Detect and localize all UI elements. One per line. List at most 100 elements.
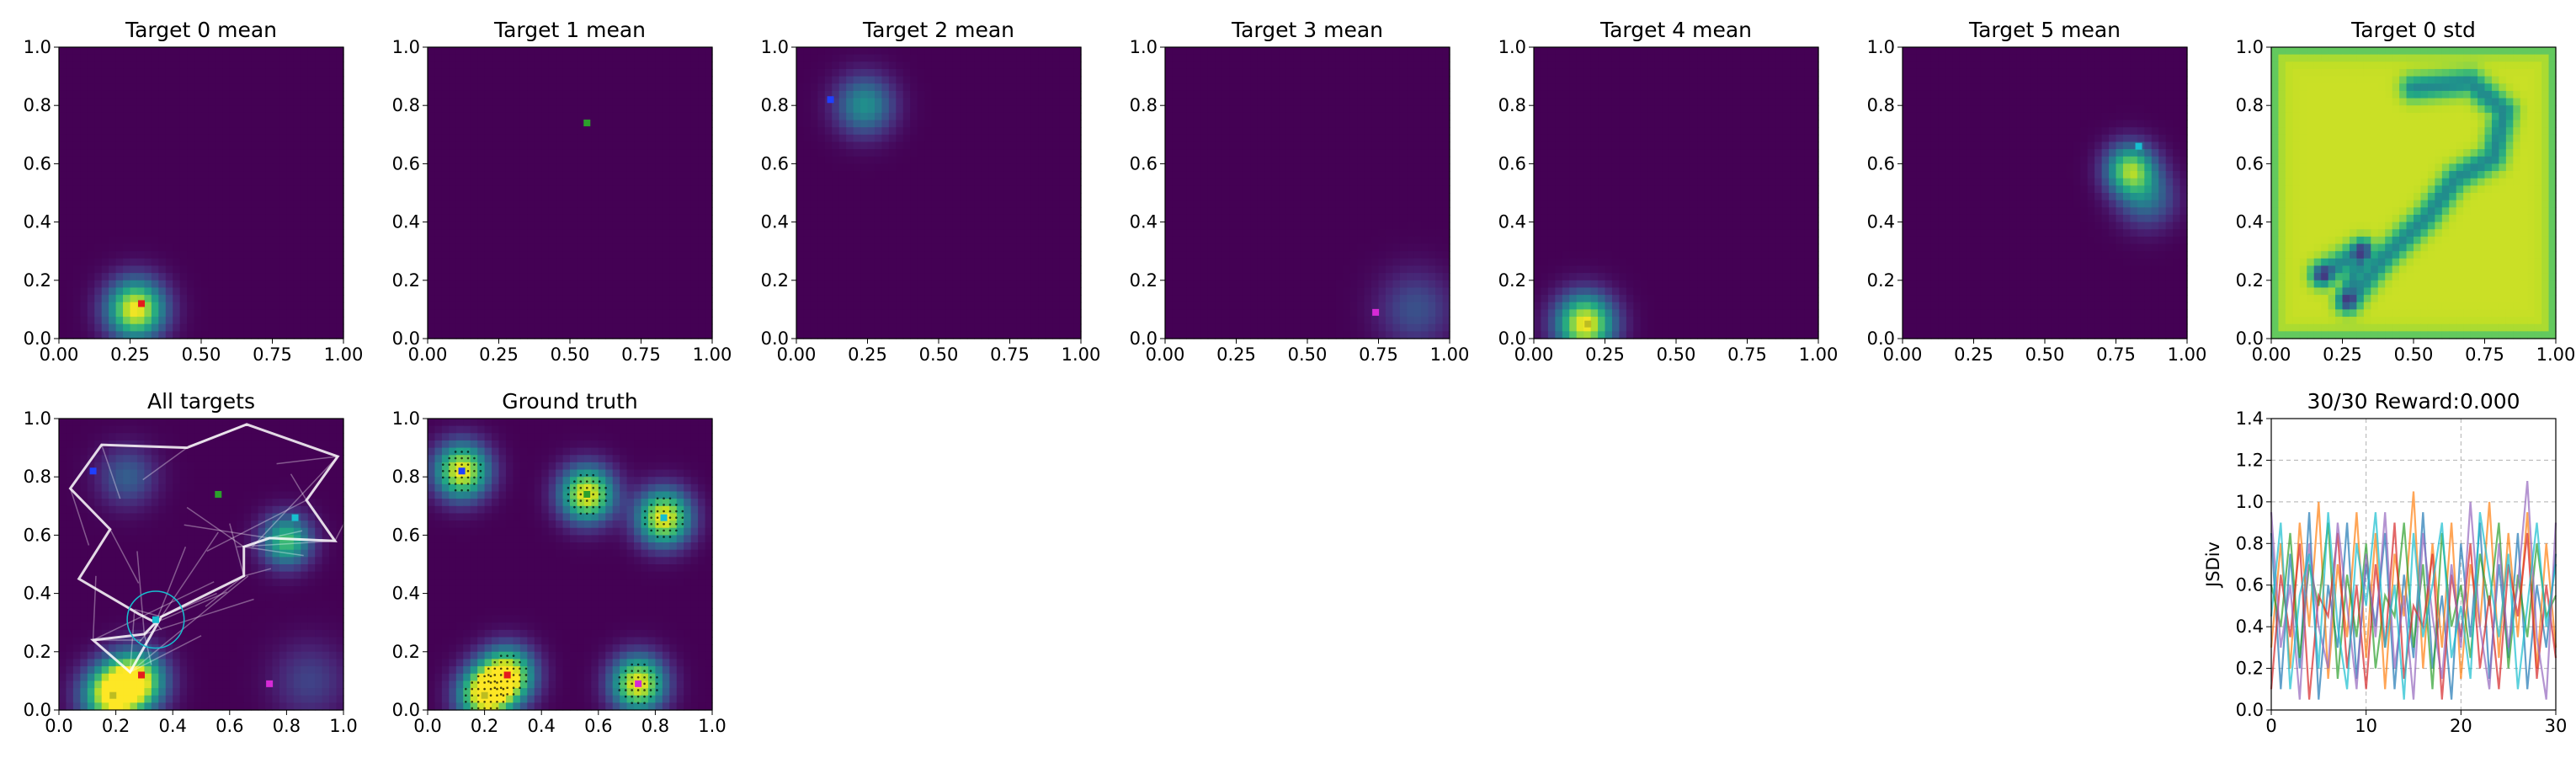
sample-dot	[656, 529, 659, 532]
y-tick-label: 0.8	[24, 95, 51, 115]
y-tick-label: 0.2	[24, 270, 51, 291]
target-marker	[583, 490, 591, 498]
y-tick-label: 1.0	[1130, 37, 1158, 57]
y-tick-label: 0.8	[1867, 95, 1895, 115]
network-edge	[134, 608, 162, 618]
sample-dot	[656, 510, 659, 513]
y-tick-label: 0.4	[392, 212, 420, 232]
x-tick-label: 1.00	[1430, 344, 1470, 365]
y-tick-label: 0.0	[392, 700, 420, 720]
plot-frame	[2270, 418, 2557, 711]
sample-dot	[460, 476, 463, 479]
x-tick-label: 0.50	[551, 344, 590, 365]
x-tick-label: 0.8	[641, 716, 669, 736]
y-tick-label: 1.4	[2236, 408, 2264, 429]
series-line	[2270, 480, 2557, 700]
sample-dot	[579, 499, 583, 502]
sample-dot	[663, 529, 665, 532]
sample-dot	[519, 680, 521, 683]
sample-dot	[476, 694, 480, 697]
y-tick-label: 0.4	[24, 212, 51, 232]
heatmap-image	[1165, 47, 1450, 339]
sample-dot	[649, 675, 652, 679]
sample-dot	[675, 510, 678, 513]
sample-dot	[598, 480, 601, 483]
sample-dot	[592, 480, 595, 483]
y-tick-label: 0.0	[1867, 328, 1895, 349]
y-tick-label: 1.0	[761, 37, 789, 57]
x-tick-label: 1.00	[2536, 344, 2576, 365]
sample-dot	[585, 480, 588, 483]
sample-dot	[618, 689, 621, 691]
y-tick-label: 0.6	[24, 153, 51, 173]
sample-dot	[487, 667, 490, 670]
heatmap-image	[428, 47, 713, 339]
x-tick-label: 0	[2265, 716, 2276, 736]
sample-dot	[643, 682, 646, 686]
y-tick-label: 0.0	[1498, 328, 1526, 349]
sample-dot	[519, 686, 521, 690]
sample-dot	[493, 667, 497, 670]
heatmap-image	[2271, 47, 2557, 339]
sample-dot	[493, 680, 497, 683]
sample-dot	[473, 476, 476, 479]
sample-dot	[454, 483, 457, 485]
sample-dot	[598, 493, 601, 496]
sample-dot	[441, 469, 444, 472]
sample-dot	[471, 694, 474, 697]
sample-dot	[466, 451, 470, 453]
sample-dot	[663, 497, 665, 500]
sample-dot	[466, 476, 470, 479]
x-tick-label: 0.00	[777, 344, 817, 365]
sample-dot	[473, 483, 476, 485]
y-tick-label: 0.8	[2236, 533, 2264, 553]
sample-dot	[675, 504, 678, 506]
sample-dot	[454, 456, 457, 460]
sample-dot	[585, 505, 588, 509]
sample-dot	[466, 469, 470, 472]
target-marker	[152, 616, 159, 623]
target-marker	[109, 691, 117, 699]
network-edge	[93, 581, 215, 641]
sample-dot	[499, 674, 503, 676]
sample-dot	[631, 670, 633, 672]
network-edge	[237, 540, 335, 547]
sample-dot	[604, 499, 607, 502]
x-tick-label: 0.75	[1359, 344, 1398, 365]
sample-dot	[466, 463, 470, 466]
y-tick-label: 0.8	[1130, 95, 1158, 115]
sample-dot	[476, 681, 480, 684]
series-line	[2270, 512, 2557, 700]
sample-dot	[624, 682, 627, 686]
y-tick-label: 1.0	[24, 37, 51, 57]
plot-frame	[58, 418, 344, 711]
sample-dot	[681, 510, 684, 513]
network-edge	[130, 575, 249, 673]
panel-7: 0.0 0.2 0.4 0.6 0.8 1.0 0.0 0.2 0.4 0.6 0.8 1.0 All …	[24, 389, 358, 736]
sample-dot	[579, 512, 583, 515]
x-tick-label: 0.8	[273, 716, 301, 736]
x-tick-label: 0.4	[158, 716, 186, 736]
panel-4: 0.00 0.25 0.50 0.75 1.00 0.0 0.2 0.4 0.6 0.8 1.0 Ta…	[1498, 18, 1839, 365]
y-tick-label: 0.2	[392, 270, 420, 291]
sample-dot	[585, 487, 588, 489]
sample-dot	[650, 529, 652, 532]
y-tick-label: 0.2	[392, 642, 420, 662]
heatmap-image	[59, 47, 344, 339]
sample-dot	[448, 469, 450, 472]
x-tick-label: 0.00	[1883, 344, 1923, 365]
y-tick-label: 0.8	[392, 467, 420, 487]
sample-dot	[496, 681, 498, 684]
y-tick-label: 1.0	[392, 37, 420, 57]
sample-dot	[636, 675, 640, 679]
network-edge	[184, 524, 270, 539]
sample-dot	[681, 516, 684, 519]
x-tick-label: 0.75	[1727, 344, 1767, 365]
sample-dot	[649, 670, 652, 672]
sample-dot	[618, 682, 621, 686]
sample-dot	[650, 510, 652, 513]
x-tick-label: 0.00	[1514, 344, 1554, 365]
heatmap-image	[59, 419, 344, 711]
sample-dot	[489, 707, 492, 710]
sample-dot	[631, 682, 633, 686]
